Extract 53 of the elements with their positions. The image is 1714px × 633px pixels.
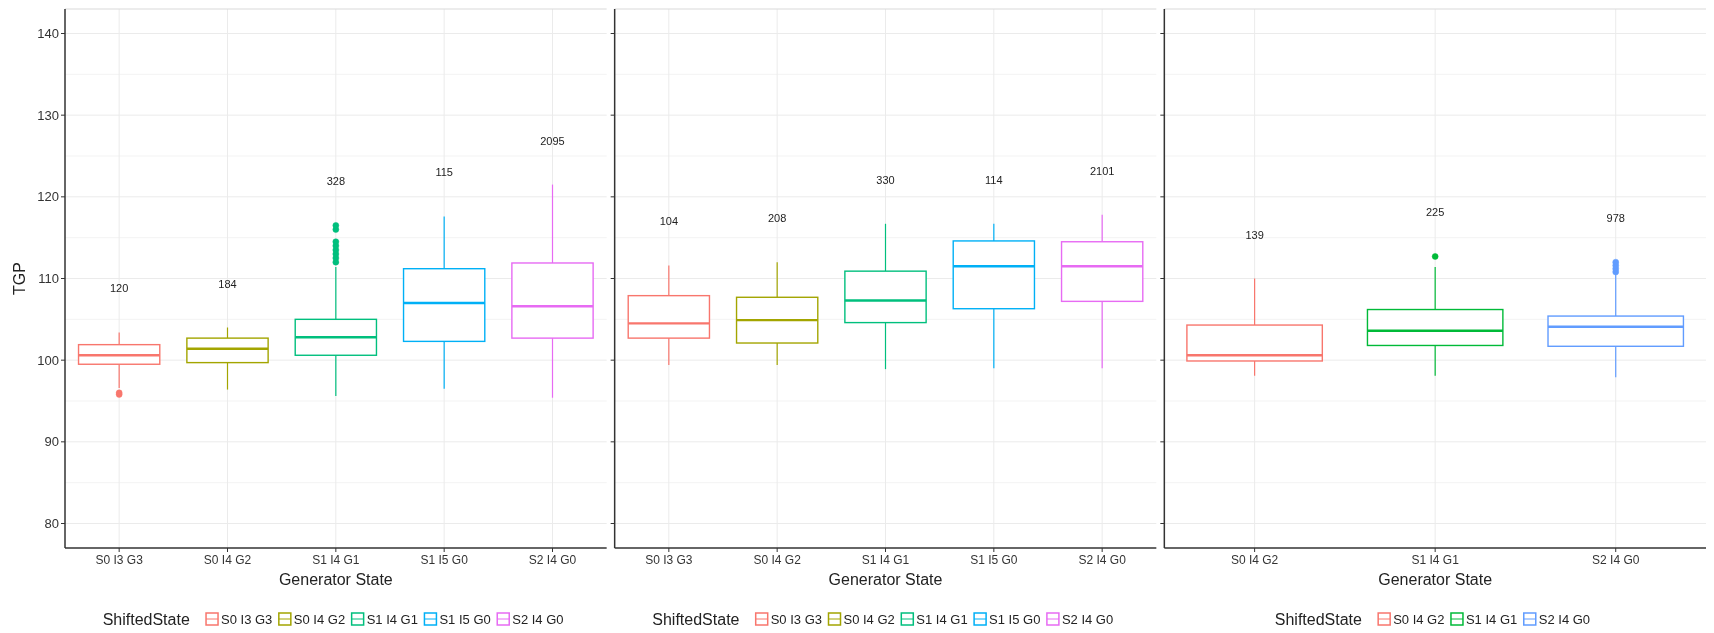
x-tick-label: S0 I4 G2 <box>753 553 802 567</box>
x-tick-label: S1 I4 G1 <box>312 553 360 567</box>
legend-title: ShiftedState <box>1274 610 1363 628</box>
annotation: 330 <box>876 173 895 186</box>
annotation: 225 <box>1425 206 1445 219</box>
annotation: 139 <box>1245 228 1264 241</box>
x-axis-title: Generator State <box>828 571 943 588</box>
x-tick-label: S1 I4 G1 <box>861 553 910 567</box>
annotation: 2101 <box>1089 164 1115 177</box>
x-tick-label: S2 I4 G0 <box>528 553 577 567</box>
annotation: 115 <box>435 166 453 179</box>
category-label: S1 I4 G1 <box>366 611 418 627</box>
annotation: 184 <box>218 277 237 290</box>
y-tick-label: 100 <box>37 352 59 368</box>
category-label: S0 I4 G2 <box>843 611 895 627</box>
y-tick-label: 130 <box>37 107 59 123</box>
x-tick-label: S1 I5 G0 <box>970 553 1018 567</box>
y-axis-title: TGP <box>11 262 28 295</box>
x-tick-label: S0 I4 G2 <box>203 553 252 567</box>
x-tick-label: S0 I3 G3 <box>645 553 693 567</box>
x-axis-title: Generator State <box>1378 571 1493 588</box>
x-axis-title: Generator State <box>278 571 393 588</box>
category-label: S0 I4 G2 <box>1393 611 1445 627</box>
y-tick-label: 110 <box>38 271 59 287</box>
annotation: 114 <box>985 173 1003 186</box>
legend-title: ShiftedState <box>102 610 190 628</box>
annotation: 978 <box>1606 212 1625 225</box>
x-tick-label: S0 I3 G3 <box>95 553 144 567</box>
x-tick-label: S0 I4 G2 <box>1230 553 1279 567</box>
annotation: 104 <box>659 215 679 228</box>
category-label: S2 I4 G0 <box>512 611 564 627</box>
y-tick-label: 120 <box>37 189 59 205</box>
category-label: S0 I3 G3 <box>770 611 823 627</box>
annotation: 2095 <box>540 134 565 147</box>
annotation: 120 <box>109 282 129 295</box>
y-tick-label: 140 <box>37 26 59 42</box>
x-tick-label: S1 I4 G1 <box>1411 553 1460 567</box>
category-label: S0 I4 G2 <box>293 611 346 627</box>
x-tick-label: S2 I4 G0 <box>1078 553 1127 567</box>
category-label: S1 I4 G1 <box>916 611 968 627</box>
legend-title: ShiftedState <box>652 610 740 628</box>
category-label: S1 I4 G1 <box>1465 611 1518 627</box>
y-tick-label: 90 <box>44 434 59 450</box>
category-label: S1 I5 G0 <box>989 611 1041 627</box>
y-tick-label: 80 <box>44 516 59 532</box>
x-tick-label: S2 I4 G0 <box>1592 553 1640 567</box>
annotation: 328 <box>326 175 346 188</box>
category-label: S2 I4 G0 <box>1061 611 1114 627</box>
category-label: S1 I5 G0 <box>439 611 491 627</box>
category-label: S0 I3 G3 <box>221 611 273 627</box>
annotation: 208 <box>767 212 787 225</box>
x-tick-label: S1 I5 G0 <box>420 553 469 567</box>
category-label: S2 I4 G0 <box>1538 611 1591 627</box>
